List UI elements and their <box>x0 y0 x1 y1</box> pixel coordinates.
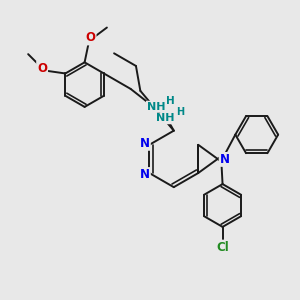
Text: H: H <box>176 107 184 117</box>
Text: N: N <box>140 168 150 181</box>
Text: NH: NH <box>156 113 175 123</box>
Text: N: N <box>220 153 230 166</box>
Text: Cl: Cl <box>216 241 229 254</box>
Text: O: O <box>85 32 96 44</box>
Text: N: N <box>140 137 150 150</box>
Text: H: H <box>166 96 175 106</box>
Text: O: O <box>37 61 47 75</box>
Text: NH: NH <box>147 102 165 112</box>
